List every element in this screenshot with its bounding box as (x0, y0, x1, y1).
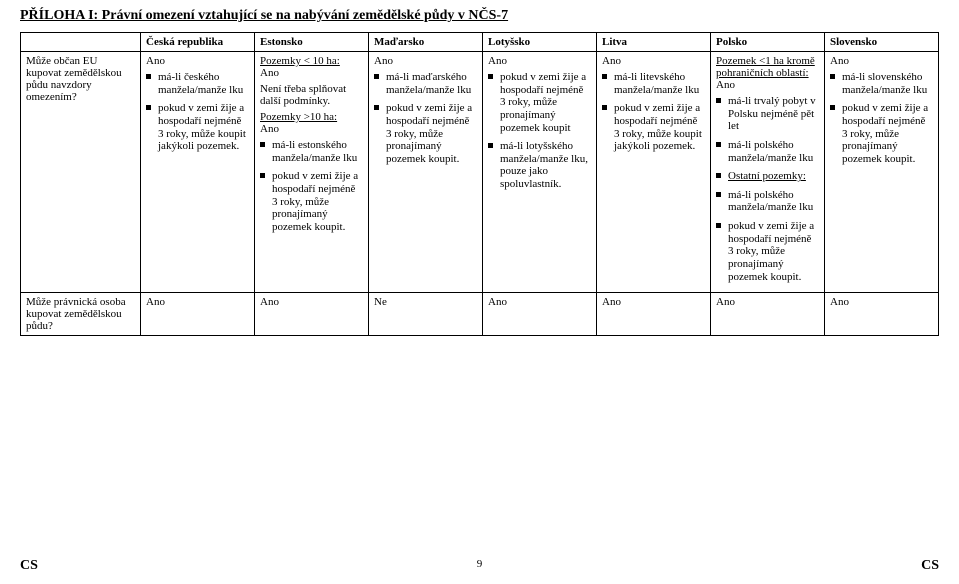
bullet: pokud v zemi žije a hospodaří nejméně 3 … (488, 71, 591, 134)
q-legal: Může právnická osoba kupovat zemědělskou… (21, 293, 141, 336)
bullet: pokud v zemi žije a hospodaří nejméně 3 … (260, 170, 363, 233)
footer: CS 9 CS (0, 558, 959, 574)
answer: Ano (716, 79, 819, 91)
answer: Ano (260, 67, 363, 79)
bullet: pokud v zemi žije a hospodaří nejméně 3 … (716, 220, 819, 283)
bullet: pokud v zemi žije a hospodaří nejméně 3 … (830, 102, 933, 165)
ans-pl: Ano (711, 293, 825, 336)
bullet: pokud v zemi žije a hospodaří nejméně 3 … (146, 102, 249, 153)
q-citizen: Může občan EU kupovat zemědělskou půdu n… (21, 52, 141, 293)
bullet: Ostatní pozemky: (716, 170, 819, 183)
ans-hu: Ne (369, 293, 483, 336)
col-es: Estonsko (255, 33, 369, 52)
footer-right: CS (921, 558, 939, 574)
bullet: pokud v zemi žije a hospodaří nejméně 3 … (602, 102, 705, 153)
bullet: má-li slovenského manžela/manže lku (830, 71, 933, 96)
page-number: 9 (477, 558, 483, 574)
text: Není třeba splňovat další podmínky. (260, 83, 363, 107)
bullet: má-li litevského manžela/manže lku (602, 71, 705, 96)
cell-cr: Ano má-li českého manžela/manže lku poku… (141, 52, 255, 293)
subhead: Pozemky < 10 ha: (260, 55, 363, 67)
cell-es: Pozemky < 10 ha: Ano Není třeba splňovat… (255, 52, 369, 293)
col-hu: Maďarsko (369, 33, 483, 52)
col-lt: Litva (597, 33, 711, 52)
subhead: Ostatní pozemky: (728, 170, 806, 182)
regulation-table: Česká republika Estonsko Maďarsko Lotyšs… (20, 32, 939, 336)
col-sk: Slovensko (825, 33, 939, 52)
row-citizen: Může občan EU kupovat zemědělskou půdu n… (21, 52, 939, 293)
bullet: má-li českého manžela/manže lku (146, 71, 249, 96)
answer: Ano (146, 55, 249, 67)
row-legal-entity: Může právnická osoba kupovat zemědělskou… (21, 293, 939, 336)
col-pl: Polsko (711, 33, 825, 52)
bullet: má-li polského manžela/manže lku (716, 139, 819, 164)
header-row: Česká republika Estonsko Maďarsko Lotyšs… (21, 33, 939, 52)
cell-sk: Ano má-li slovenského manžela/manže lku … (825, 52, 939, 293)
col-lv: Lotyšsko (483, 33, 597, 52)
subhead: Pozemky >10 ha: (260, 111, 363, 123)
bullet: má-li trvalý pobyt v Polsku nejméně pět … (716, 95, 819, 133)
ans-es: Ano (255, 293, 369, 336)
cell-pl: Pozemek <1 ha kromě pohraničních oblastí… (711, 52, 825, 293)
ans-lv: Ano (483, 293, 597, 336)
answer: Ano (830, 55, 933, 67)
cell-lt: Ano má-li litevského manžela/manže lku p… (597, 52, 711, 293)
footer-left: CS (20, 558, 38, 574)
empty-header (21, 33, 141, 52)
answer: Ano (602, 55, 705, 67)
bullet: má-li estonského manžela/manže lku (260, 139, 363, 164)
subhead: Pozemek <1 ha kromě pohraničních oblastí… (716, 55, 819, 79)
answer: Ano (374, 55, 477, 67)
ans-cr: Ano (141, 293, 255, 336)
ans-lt: Ano (597, 293, 711, 336)
ans-sk: Ano (825, 293, 939, 336)
col-cr: Česká republika (141, 33, 255, 52)
document-title: PŘÍLOHA I: Právní omezení vztahující se … (20, 8, 939, 24)
bullet: má-li maďarského manžela/manže lku (374, 71, 477, 96)
bullet: má-li lotyšského manžela/manže lku, pouz… (488, 140, 591, 191)
bullet: pokud v zemi žije a hospodaří nejméně 3 … (374, 102, 477, 165)
cell-hu: Ano má-li maďarského manžela/manže lku p… (369, 52, 483, 293)
answer: Ano (260, 123, 363, 135)
bullet: má-li polského manžela/manže lku (716, 189, 819, 214)
cell-lv: Ano pokud v zemi žije a hospodaří nejmén… (483, 52, 597, 293)
answer: Ano (488, 55, 591, 67)
